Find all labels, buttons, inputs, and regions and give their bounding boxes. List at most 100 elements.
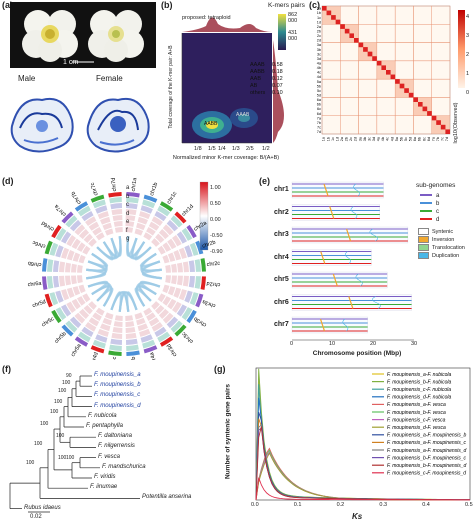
gc-track <box>61 289 70 301</box>
chromosome-ideogram <box>90 345 105 354</box>
correlation-colorbar <box>199 181 209 251</box>
legend-swatch <box>418 228 429 236</box>
panel-d-label: (d) <box>2 176 14 186</box>
gene-density-track <box>55 307 67 321</box>
gene-density-track <box>109 197 122 204</box>
chromosome-ideogram <box>61 211 74 224</box>
chromosome-ideogram <box>51 309 62 324</box>
expression-track <box>88 317 100 327</box>
hic-y-label: 1d <box>317 20 321 24</box>
te-track <box>176 304 188 317</box>
ks-xlabel: Ks <box>352 512 363 521</box>
correlation-track <box>171 275 177 285</box>
methylation-track <box>165 275 171 284</box>
expression-track <box>65 275 72 286</box>
correlation-track <box>72 252 81 262</box>
gene-density-track <box>142 199 156 209</box>
te-track <box>176 231 188 244</box>
chromosome-label: chr3c <box>181 330 195 344</box>
te-track <box>166 316 179 329</box>
methylation-track <box>95 307 105 316</box>
correlation-track <box>83 233 93 243</box>
gc-track <box>162 224 174 236</box>
hic-diagonal-cell <box>390 74 396 80</box>
gene-density-track <box>181 307 193 321</box>
scale-tick: 1 <box>466 71 470 77</box>
event-legend: Syntenic Inversion Translocation Duplicatio… <box>418 228 465 260</box>
track-letter: e <box>126 219 130 225</box>
expression-track <box>66 287 75 298</box>
methylation-track <box>78 254 86 264</box>
correlation-track <box>136 317 146 326</box>
methylation-track <box>143 232 153 241</box>
synteny-row-label: chr5 <box>274 276 289 283</box>
chromosome-ideogram <box>200 258 206 272</box>
panel-a-label: (a) <box>2 0 13 10</box>
kmer-smudgeplot <box>181 14 286 144</box>
hic-y-label: 4d <box>317 75 321 79</box>
ks-legend-label: F. moupinensis_a-F. moupinensis_c <box>387 440 467 446</box>
hic-y-label: 1a <box>317 7 322 11</box>
expression-track <box>148 221 160 231</box>
chromosome-ideogram <box>42 258 48 272</box>
gene-density-track <box>181 227 193 241</box>
expression-track <box>137 216 148 225</box>
support-value: 100 <box>56 433 65 440</box>
gene-density-track <box>77 331 91 343</box>
chromosome-ideogram <box>51 224 62 239</box>
male-label: Male <box>18 74 36 83</box>
support-value: 100 <box>50 408 59 415</box>
correlation-track <box>155 305 165 315</box>
ks-series-line <box>255 477 470 501</box>
gc-track <box>74 312 86 324</box>
duplication-mark <box>342 318 349 332</box>
corr-tick: 1.00 <box>210 185 221 191</box>
hic-x-label: 3c <box>367 137 371 141</box>
gc-track <box>151 322 163 332</box>
synteny-row-label: chr1 <box>274 186 289 193</box>
te-track <box>60 231 72 244</box>
corr-tick: -0.50 <box>210 233 223 239</box>
scale-bar-label: 1 cm <box>63 59 79 66</box>
gene-density-track <box>189 292 199 306</box>
correlation-track <box>71 263 77 273</box>
legend-label: Inversion <box>432 237 455 243</box>
methylation-track <box>114 315 123 321</box>
te-track <box>69 219 82 232</box>
expression-track <box>167 298 177 310</box>
legend-label: d <box>436 217 440 223</box>
chromosome-ideogram <box>61 324 74 337</box>
hic-diagonal-cell <box>431 115 437 121</box>
hic-colorbar <box>458 10 465 88</box>
scale-tick: 3 <box>466 33 470 39</box>
circos-track-letters: a b c d e f g <box>126 184 129 244</box>
xtick: 10 <box>329 341 336 347</box>
chromosome-label: chr6a <box>27 281 42 289</box>
gene-density-track <box>77 205 91 217</box>
expression-track <box>125 326 136 333</box>
gene-density-track <box>170 320 183 333</box>
chromosome-ideogram <box>143 194 158 203</box>
correlation-track <box>146 312 156 322</box>
chromosome-label: chr1a <box>131 177 139 192</box>
synteny-link <box>110 236 122 257</box>
male-flower-image <box>22 10 78 62</box>
synteny-xlabel: Chromosome position (Mbp) <box>312 350 402 357</box>
hic-x-label: 5c <box>404 137 408 141</box>
synteny-row-label: chr4 <box>274 253 289 261</box>
methylation-track <box>134 228 144 236</box>
methylation-track <box>77 264 83 273</box>
hic-y-label: 4b <box>317 66 321 70</box>
kmer-legend-mid: 431 000 <box>288 30 298 42</box>
chromosome-ideogram <box>90 194 105 203</box>
hic-y-label: 2c <box>317 34 321 38</box>
synteny-row-box <box>291 294 412 311</box>
chromosome-label: chr6d <box>41 220 56 232</box>
chromosome-ideogram <box>195 293 204 308</box>
te-track <box>140 205 153 214</box>
expression-track <box>173 250 182 261</box>
correlation-track <box>113 321 123 327</box>
gc-track <box>66 301 76 313</box>
hic-x-label: 4a <box>377 136 381 141</box>
